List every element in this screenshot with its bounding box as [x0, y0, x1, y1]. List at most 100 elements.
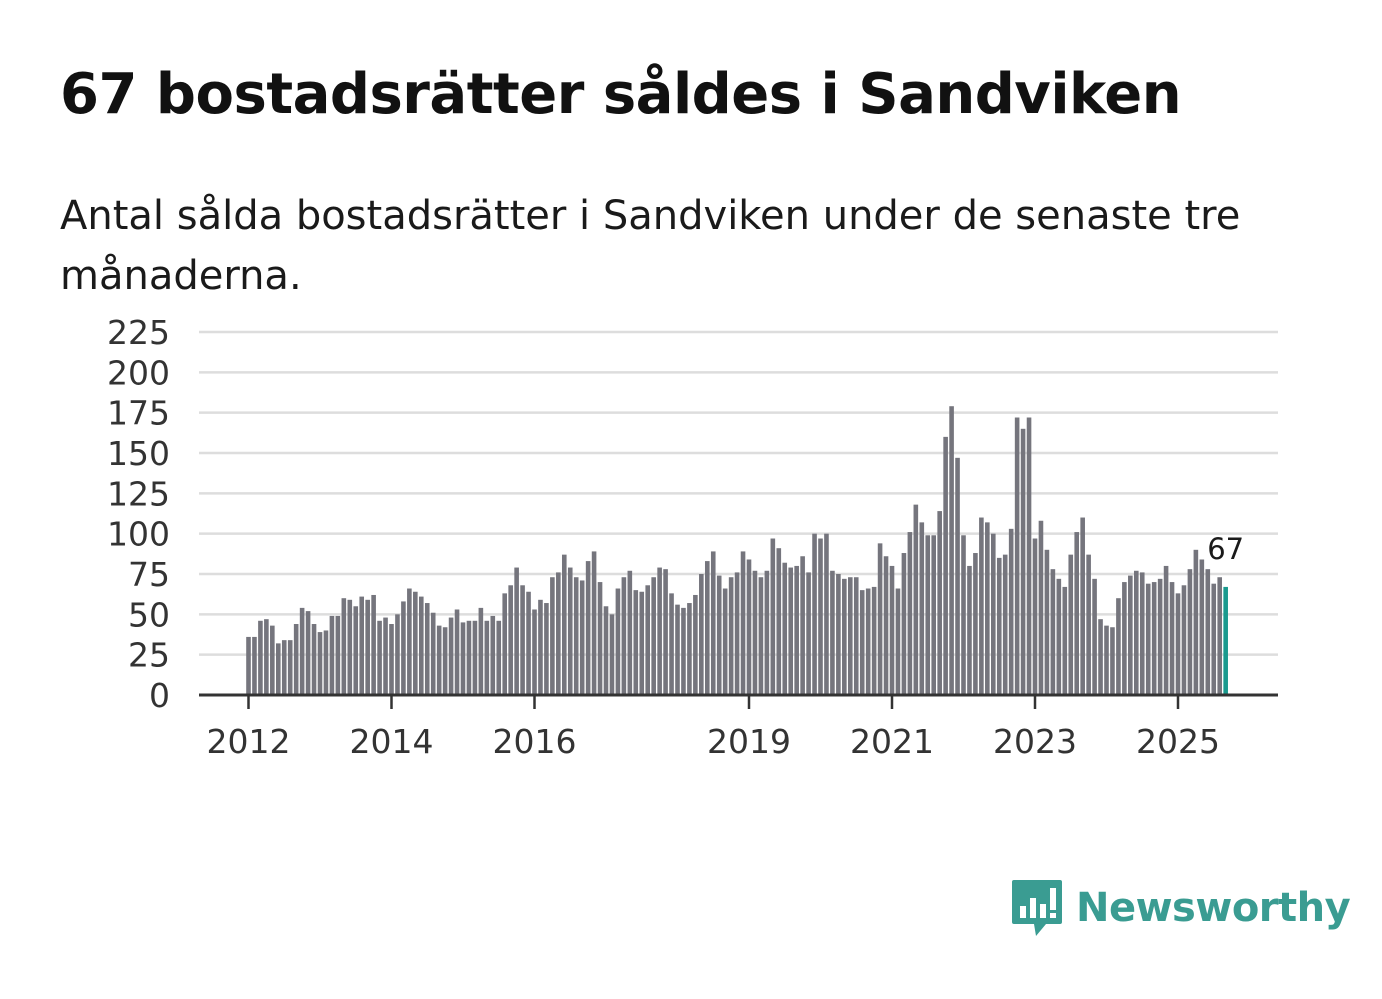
bar: [842, 578, 847, 695]
bar: [430, 612, 436, 695]
x-tick-label: 2019: [707, 722, 791, 761]
bar: [925, 535, 931, 695]
y-tick-label: 75: [128, 555, 170, 594]
bar: [973, 553, 978, 695]
bar: [442, 627, 448, 695]
y-tick-label: 0: [149, 676, 170, 715]
brand-name: Newsworthy: [1076, 885, 1351, 931]
y-tick-label: 225: [107, 313, 170, 352]
y-tick-label: 150: [107, 434, 170, 473]
bar: [413, 591, 418, 695]
bar: [508, 585, 513, 695]
bar: [365, 599, 370, 695]
bar: [585, 561, 591, 695]
y-tick-label: 175: [107, 394, 170, 433]
bar: [996, 557, 1002, 695]
bar: [454, 609, 460, 695]
bar-highlight: [1223, 586, 1228, 695]
bar: [836, 574, 841, 695]
bar: [955, 457, 960, 695]
bar: [1205, 569, 1211, 695]
bar: [1056, 578, 1062, 695]
bar: [275, 643, 281, 695]
bar-series: [246, 406, 1228, 695]
bar: [657, 567, 662, 695]
bar: [1002, 554, 1008, 695]
bar: [520, 585, 525, 695]
bar: [1133, 570, 1139, 695]
brand-logo: Newsworthy: [1010, 878, 1351, 938]
bar: [967, 565, 972, 695]
bar: [1157, 578, 1163, 695]
x-tick-label: 2014: [350, 722, 434, 761]
bar: [913, 504, 919, 695]
bar: [561, 554, 567, 695]
bar: [281, 640, 287, 695]
bar: [305, 611, 311, 695]
chart-title: 67 bostadsrätter såldes i Sandviken: [60, 62, 1182, 127]
bar: [687, 603, 692, 695]
bar: [806, 572, 811, 695]
bar: [1008, 528, 1014, 695]
x-tick-label: 2021: [850, 722, 934, 761]
bar: [329, 615, 335, 695]
bar: [538, 599, 543, 695]
bar: [716, 575, 722, 695]
bar: [395, 614, 400, 695]
bar: [603, 606, 609, 695]
bar: [1026, 417, 1032, 695]
bar: [627, 570, 633, 695]
bar: [853, 577, 859, 695]
bar: [1145, 583, 1151, 695]
bar: [1104, 625, 1109, 695]
bar: [1199, 559, 1205, 695]
bar: [1050, 569, 1056, 695]
bar: [746, 559, 752, 695]
bar: [550, 577, 555, 695]
bar: [752, 570, 758, 695]
bar: [1193, 549, 1199, 695]
bar: [359, 596, 365, 695]
y-tick-label: 50: [128, 595, 170, 634]
bar: [722, 588, 728, 695]
bar: [556, 572, 561, 695]
bar: [335, 615, 341, 695]
bar: [1169, 582, 1175, 695]
bar: [794, 565, 799, 695]
bar: [764, 570, 770, 695]
bar: [901, 553, 907, 695]
bar: [979, 517, 984, 695]
bar: [937, 511, 942, 695]
bar: [323, 630, 329, 695]
bar: [496, 620, 502, 695]
bar: [949, 406, 954, 695]
bar: [1181, 585, 1187, 695]
y-tick-label: 25: [128, 636, 170, 675]
bar: [615, 588, 621, 695]
bar: [645, 585, 651, 695]
bar: [466, 620, 472, 695]
bar: [502, 593, 508, 695]
bar: [961, 535, 966, 695]
bar: [472, 620, 478, 695]
bar: [847, 577, 853, 695]
bar: [824, 533, 829, 695]
bar: [1020, 428, 1026, 695]
bar: [681, 607, 686, 695]
bar: [299, 607, 305, 695]
bar: [782, 562, 788, 695]
bar: [871, 586, 877, 695]
bar: [377, 620, 382, 695]
bar: [919, 522, 925, 695]
bar: [1175, 593, 1181, 695]
bar: [776, 548, 782, 695]
bar: [621, 577, 627, 695]
y-tick-label: 100: [107, 515, 170, 554]
bar: [252, 636, 257, 695]
bar: [889, 565, 895, 695]
bar: [931, 535, 937, 695]
bar: [788, 567, 794, 695]
bar: [818, 538, 823, 695]
bar: [424, 603, 430, 695]
